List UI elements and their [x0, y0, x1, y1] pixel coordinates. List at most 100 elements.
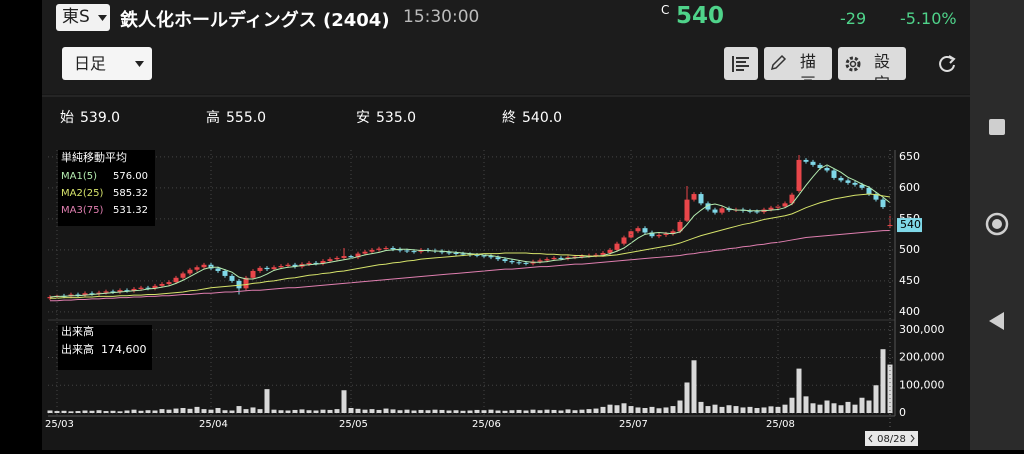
recent-button[interactable]: [989, 119, 1005, 135]
volume-bar: [600, 406, 606, 413]
volume-bar: [257, 409, 263, 413]
home-dot: [992, 219, 1002, 229]
period-select[interactable]: 日足: [62, 47, 152, 80]
volume-bar: [152, 410, 158, 413]
volume-bar: [173, 408, 179, 413]
volume-bar: [194, 406, 200, 413]
candle-body: [656, 234, 662, 237]
candle-body: [803, 159, 809, 162]
volume-bar: [313, 410, 319, 413]
candle-body: [341, 256, 347, 258]
volume-bar: [635, 407, 641, 413]
volume-bar: [243, 409, 249, 413]
volume-bar: [551, 409, 557, 413]
candle-body: [110, 291, 116, 293]
volume-bar: [404, 409, 410, 413]
nav-icons: [985, 119, 1009, 330]
volume-bar: [250, 407, 256, 413]
draw-button[interactable]: 描画: [764, 47, 832, 80]
refresh-button[interactable]: [936, 53, 958, 75]
candle-body: [257, 267, 263, 271]
volume-bar: [712, 404, 718, 413]
candle-body: [439, 251, 445, 253]
candle-body: [495, 257, 501, 260]
candle-body: [677, 221, 683, 232]
volume-bar: [558, 410, 564, 413]
candle-body: [607, 249, 613, 253]
candle-body: [621, 237, 627, 244]
volume-bar: [75, 411, 81, 413]
ma-line: [50, 229, 891, 302]
draw-label: 描画: [800, 52, 817, 80]
candle-body: [474, 254, 480, 256]
home-button[interactable]: [985, 212, 1009, 236]
volume-bar: [187, 408, 193, 413]
candle-body: [754, 211, 760, 213]
volume-bar: [117, 411, 123, 413]
price-tag: 540: [900, 218, 921, 231]
volume-bar: [61, 410, 67, 413]
volume-bar: [670, 406, 676, 413]
candle-body: [649, 232, 655, 237]
candle-body: [404, 250, 410, 252]
volume-bar: [82, 410, 88, 413]
volume-bar: [838, 405, 844, 413]
volume-bar: [502, 410, 508, 413]
volume-bar: [761, 407, 767, 413]
candle-body: [859, 184, 865, 188]
y-tick-label: 450: [899, 274, 920, 287]
dropdown-arrow: [135, 61, 144, 67]
candle-body: [320, 261, 326, 264]
candle-body: [215, 268, 221, 271]
volume-bar: [180, 408, 186, 413]
volume-bar: [747, 406, 753, 413]
volume-bar: [215, 408, 221, 413]
volume-bar: [607, 404, 613, 413]
nav-bar: [970, 0, 1024, 450]
candle-body: [775, 206, 781, 208]
ohlc-value: 535.0: [376, 110, 416, 126]
ma-line: [50, 193, 891, 299]
volume-bar: [873, 385, 879, 413]
settings-button[interactable]: 設定: [838, 47, 906, 80]
back-button[interactable]: [989, 312, 1004, 330]
volume-bar: [425, 410, 431, 413]
volume-bar: [831, 403, 837, 413]
volume-bar: [537, 410, 543, 413]
volume-bar: [530, 409, 536, 413]
volume-bar: [614, 405, 620, 413]
candle-body: [705, 203, 711, 210]
candle-body: [887, 225, 893, 227]
candle-body: [180, 273, 186, 278]
volume-bar: [411, 410, 417, 413]
volume-bar: [299, 409, 305, 413]
volume-bar: [677, 400, 683, 413]
candle-body: [166, 282, 172, 284]
volume-bar: [481, 410, 487, 413]
y-tick-label: 300,000: [899, 323, 945, 336]
candle-body: [593, 254, 599, 256]
volume-bar: [593, 408, 599, 413]
volume-bar: [201, 409, 207, 413]
volume-bar: [47, 410, 53, 413]
volume-bar: [649, 406, 655, 413]
candle-body: [306, 262, 312, 265]
volume-bar: [103, 411, 109, 413]
candle-body: [138, 287, 144, 289]
volume-bar: [369, 409, 375, 413]
market-select[interactable]: 東S: [56, 4, 110, 31]
volume-bar: [110, 410, 116, 413]
ma-line: [49, 164, 891, 298]
legend-title: 出来高: [61, 324, 94, 338]
volume-bar: [810, 403, 816, 413]
volume-bar: [565, 409, 571, 413]
ohlc-label: 始: [60, 110, 74, 126]
x-tick-label: 25/08: [766, 419, 795, 430]
volume-bar: [222, 410, 228, 413]
y-tick-label: 650: [899, 150, 920, 163]
candle-body: [292, 264, 298, 267]
candle-body: [355, 253, 361, 258]
volume-bar: [432, 409, 438, 413]
indicator-button[interactable]: [724, 47, 758, 80]
volume-bar: [460, 410, 466, 413]
